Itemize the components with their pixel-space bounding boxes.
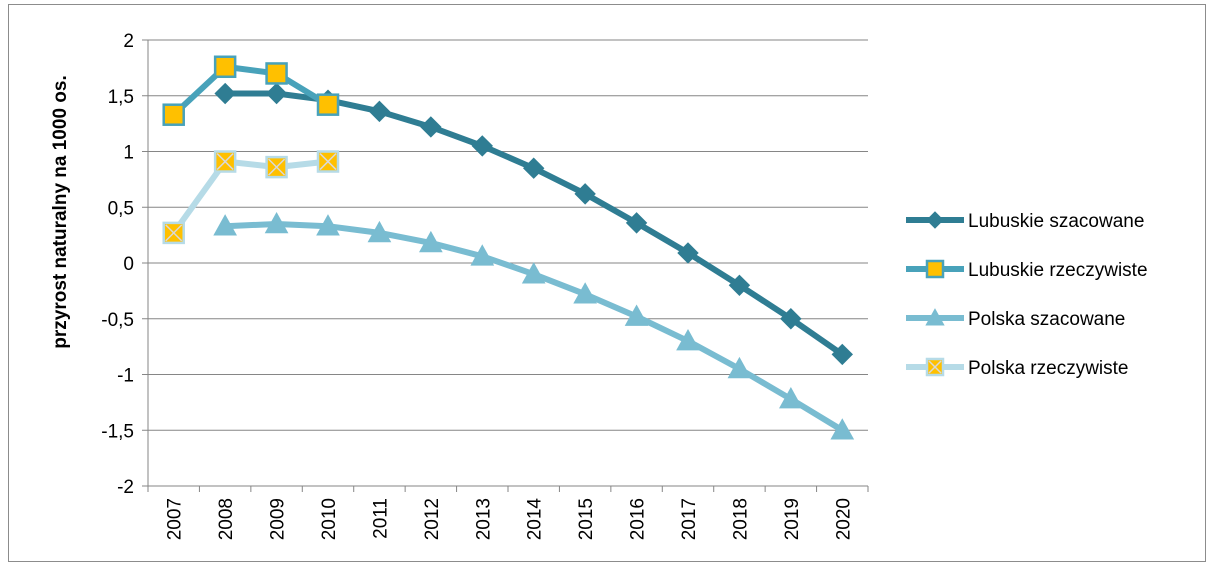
- data-point-square: [316, 93, 340, 116]
- x-tick-label: 2017: [679, 498, 700, 540]
- legend-label: Polska rzeczywiste: [968, 358, 1129, 379]
- x-tick-label: 2010: [319, 498, 340, 540]
- x-tick-label: 2007: [165, 498, 186, 540]
- data-point-diamond: [523, 157, 545, 179]
- legend-label: Lubuskie rzeczywiste: [968, 260, 1148, 281]
- data-point-triangle: [316, 214, 340, 236]
- data-point-square: [925, 259, 945, 279]
- x-tick-label: 2016: [628, 498, 649, 540]
- y-tick-label: -0,5: [101, 310, 134, 331]
- x-tick-label: 2015: [576, 498, 597, 540]
- data-point-triangle: [264, 211, 289, 234]
- data-point-square-x: [265, 155, 288, 179]
- y-tick-label: 2: [123, 31, 134, 52]
- y-tick-label: -1,5: [101, 421, 134, 442]
- x-tick-label: 2009: [268, 498, 289, 540]
- legend-label: Polska szacowane: [968, 309, 1125, 330]
- data-point-triangle: [367, 220, 392, 243]
- series-group: [162, 55, 855, 440]
- data-point-triangle: [727, 356, 752, 379]
- data-point-diamond: [420, 116, 442, 138]
- data-point-triangle: [624, 304, 649, 326]
- y-tick-label: 1,5: [108, 87, 134, 108]
- data-point-triangle: [779, 387, 803, 409]
- y-tick-label: 1: [123, 143, 134, 164]
- data-point-triangle: [573, 282, 597, 304]
- x-tick-label: 2018: [730, 498, 751, 540]
- x-tick-label: 2019: [782, 498, 803, 540]
- data-point-diamond: [265, 82, 288, 105]
- chart-frame: [8, 4, 1206, 562]
- series-line: [171, 158, 329, 235]
- x-tick-label: 2011: [370, 498, 391, 539]
- data-point-diamond: [471, 135, 493, 157]
- y-tick-label: 0: [123, 254, 134, 275]
- x-tick-label: 2020: [833, 498, 854, 540]
- y-tick-label: -1: [117, 366, 134, 387]
- axes: [142, 39, 869, 492]
- data-point-triangle: [213, 214, 237, 236]
- series-line: [171, 63, 330, 117]
- data-point-diamond: [574, 183, 596, 205]
- data-point-square: [213, 55, 237, 79]
- data-point-square-x: [316, 150, 340, 173]
- data-point-triangle: [419, 230, 443, 253]
- data-point-square: [265, 62, 288, 85]
- data-point-triangle: [676, 329, 700, 351]
- data-point-triangle: [830, 418, 855, 440]
- data-point-diamond: [677, 242, 699, 264]
- data-point-diamond: [780, 308, 802, 330]
- data-point-square: [162, 103, 185, 126]
- data-point-square-x: [925, 357, 945, 377]
- series-lubuskie-rzeczywiste: [162, 55, 340, 126]
- y-tick-label: 0,5: [108, 198, 134, 219]
- series-polska-szacowane: [213, 211, 855, 440]
- series-line: [225, 220, 844, 433]
- legend-item: Lubuskie rzeczywiste: [906, 259, 1148, 281]
- data-point-triangle: [925, 308, 945, 326]
- series-polska-rzeczywiste: [162, 150, 340, 245]
- y-axis-title: przyrost naturalny na 1000 os.: [50, 75, 71, 349]
- data-point-diamond: [625, 212, 648, 234]
- legend: Lubuskie szacowane Lubuskie rzeczywiste Po…: [906, 211, 1148, 379]
- data-point-triangle: [470, 244, 495, 266]
- x-tick-label: 2013: [473, 498, 494, 540]
- x-tick-labels: 2007 2008 2009 2010 2011 2012 2013 2014 2015 2016…: [165, 498, 855, 541]
- legend-item: Polska szacowane: [906, 308, 1125, 330]
- x-tick-label: 2012: [422, 498, 443, 540]
- data-point-diamond: [728, 274, 751, 297]
- y-tick-label: -2: [117, 477, 134, 498]
- data-point-square-x: [162, 221, 185, 245]
- y-tick-labels: 2 1,5 1 0,5 0 -0,5 -1 -1,5 -2: [101, 31, 134, 498]
- data-point-diamond: [831, 343, 853, 366]
- data-point-diamond: [214, 82, 236, 105]
- x-tick-label: 2014: [525, 498, 546, 541]
- legend-item: Lubuskie szacowane: [906, 211, 1144, 232]
- legend-label: Lubuskie szacowane: [968, 211, 1144, 232]
- data-point-diamond: [926, 211, 944, 229]
- legend-item: Polska rzeczywiste: [906, 357, 1129, 379]
- data-point-diamond: [368, 100, 391, 123]
- x-tick-label: 2008: [216, 498, 237, 540]
- data-point-square-x: [213, 150, 237, 173]
- data-point-triangle: [521, 262, 546, 284]
